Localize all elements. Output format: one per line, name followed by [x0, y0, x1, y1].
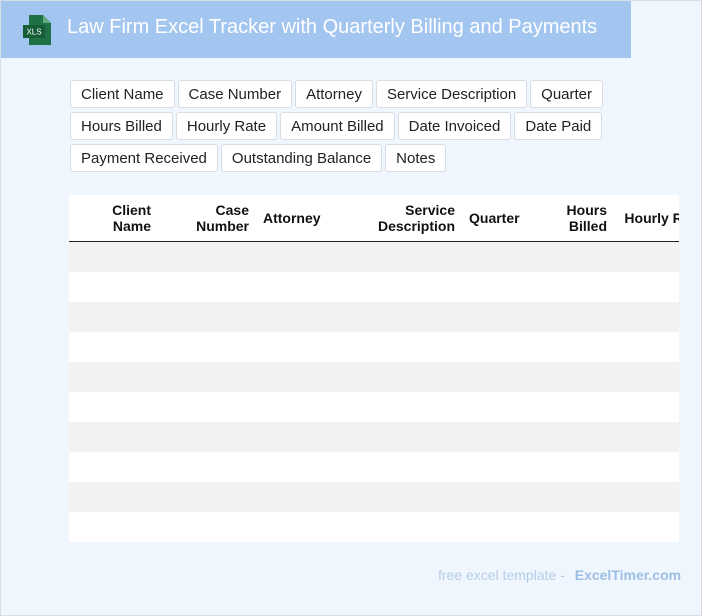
header-bar: XLS Law Firm Excel Tracker with Quarterl…: [1, 1, 631, 58]
table-row: [69, 512, 679, 542]
tag: Date Paid: [514, 112, 603, 140]
tag: Amount Billed: [280, 112, 395, 140]
footer-link[interactable]: ExcelTimer.com: [574, 567, 682, 583]
tag: Notes: [385, 144, 447, 172]
column-header: Service Description: [377, 202, 455, 234]
column-header: Quarter: [469, 210, 520, 226]
table: Client Name Case Number Attorney Service De…: [69, 195, 679, 542]
tag: Outstanding Balance: [220, 144, 383, 172]
tag: Hourly Rate: [175, 112, 278, 140]
column-header: Hourly Rate: [624, 210, 679, 226]
table-row: [69, 242, 679, 272]
table-row: [69, 392, 679, 422]
tag: Attorney: [295, 80, 373, 108]
tag: Service Description: [375, 80, 528, 108]
tag: Quarter: [530, 80, 604, 108]
table-row: [69, 452, 679, 482]
table-row: [69, 332, 679, 362]
tag: Case Number: [177, 80, 293, 108]
footer-text: free excel template -: [438, 567, 565, 583]
tag: Payment Received: [70, 144, 218, 172]
footer: free excel template - ExcelTimer.com: [438, 567, 681, 583]
column-header: Hours Billed: [566, 202, 607, 234]
column-header: Client Name: [112, 202, 151, 234]
table-row: [69, 302, 679, 332]
tag-list: Client Name Case Number Attorney Service De…: [70, 80, 701, 172]
column-header: Case Number: [196, 202, 249, 234]
table-header: Client Name Case Number Attorney Service De…: [69, 195, 679, 242]
icon-label: XLS: [26, 28, 41, 37]
tag: Hours Billed: [70, 112, 173, 140]
tag: Client Name: [70, 80, 175, 108]
file-icon: XLS: [23, 15, 51, 45]
table-row: [69, 482, 679, 512]
table-row: [69, 272, 679, 302]
column-header: Attorney: [263, 210, 321, 226]
tag: Date Invoiced: [397, 112, 512, 140]
table-row: [69, 422, 679, 452]
title: Law Firm Excel Tracker with Quarterly Bi…: [67, 16, 598, 38]
table-row: [69, 362, 679, 392]
